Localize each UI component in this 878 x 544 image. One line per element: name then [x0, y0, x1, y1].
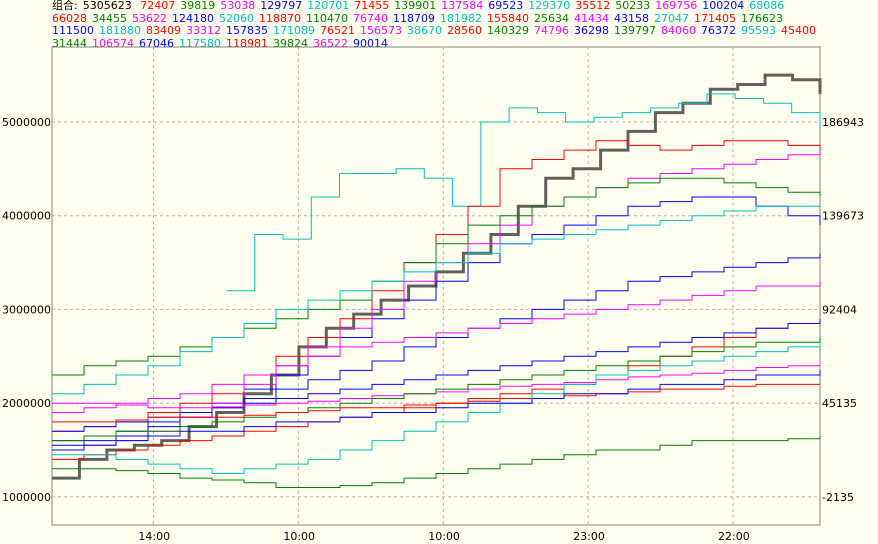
legend-value: 110470 — [306, 11, 348, 25]
legend-value: 36298 — [574, 24, 609, 38]
legend-value: 76740 — [353, 11, 388, 25]
legend-value: 139901 — [394, 0, 437, 12]
legend-value: 34455 — [92, 11, 127, 25]
legend-value: 50233 — [615, 0, 651, 12]
y-right-tick-label: 186943 — [822, 116, 864, 129]
legend-value: 118709 — [393, 11, 435, 25]
legend-value: 171089 — [273, 24, 315, 38]
legend-value: 41434 — [574, 11, 609, 25]
chart-legend: 组合: 5305623 72407 39819 53038 129797 120701 71… — [52, 0, 822, 50]
legend-value: 35512 — [575, 0, 611, 12]
legend-value: 38670 — [407, 24, 442, 38]
x-tick-label: 10:00 — [428, 530, 460, 543]
x-tick-label: 14:00 — [138, 530, 170, 543]
series-line — [52, 318, 821, 432]
legend-value: 140329 — [487, 24, 529, 38]
series-line — [52, 436, 821, 488]
y-tick-label: 4000000 — [2, 210, 51, 223]
legend-value: 27047 — [654, 11, 689, 25]
legend-value: 129797 — [260, 0, 303, 12]
legend-value: 25634 — [534, 11, 569, 25]
legend-value: 53622 — [132, 11, 167, 25]
legend-label: 组合: — [52, 0, 78, 12]
y-right-tick-label: 139673 — [822, 210, 864, 223]
x-tick-label: 22:00 — [718, 530, 750, 543]
legend-value: 100204 — [702, 0, 745, 12]
legend-value: 68086 — [749, 0, 785, 12]
legend-value: 90014 — [353, 36, 388, 50]
legend-value: 156573 — [360, 24, 402, 38]
y-tick-label: 1000000 — [2, 491, 51, 504]
legend-value: 43158 — [614, 11, 649, 25]
legend-value: 84060 — [661, 24, 696, 38]
legend-value: 95593 — [741, 24, 776, 38]
y-right-tick-label: 92404 — [822, 303, 857, 316]
legend-value: 157835 — [226, 24, 268, 38]
series-line — [226, 93, 821, 292]
legend-value: 53038 — [220, 0, 256, 12]
legend-value: 181880 — [99, 24, 141, 38]
legend-value: 71455 — [354, 0, 390, 12]
y-tick-label: 5000000 — [2, 116, 51, 129]
legend-value: 74796 — [534, 24, 569, 38]
legend-value: 76521 — [320, 24, 355, 38]
legend-value: 139797 — [614, 24, 656, 38]
series-line — [52, 177, 821, 376]
legend-value: 39819 — [180, 0, 216, 12]
legend-value: 76372 — [701, 24, 736, 38]
legend-value: 67046 — [139, 36, 174, 50]
y-right-tick-label: 45135 — [822, 397, 857, 410]
y-tick-label: 3000000 — [2, 303, 51, 316]
legend-value: 52060 — [219, 11, 254, 25]
legend-value: 28560 — [447, 24, 482, 38]
legend-value: 169756 — [655, 0, 698, 12]
legend-value: 66028 — [52, 11, 87, 25]
legend-value: 155840 — [487, 11, 529, 25]
series-line — [52, 365, 820, 409]
legend-value: 129370 — [528, 0, 571, 12]
legend-value: 120701 — [307, 0, 350, 12]
x-tick-label: 23:00 — [573, 530, 605, 543]
legend-value: 69523 — [488, 0, 524, 12]
y-right-tick-label: -2135 — [822, 491, 854, 504]
legend-value: 106574 — [92, 36, 134, 50]
legend-value: 31444 — [52, 36, 87, 50]
legend-value: 176623 — [741, 11, 783, 25]
series-line — [52, 342, 821, 474]
legend-value: 137584 — [441, 0, 484, 12]
y-tick-label: 2000000 — [2, 397, 51, 410]
legend-value: 83409 — [146, 24, 181, 38]
legend-value: 181982 — [440, 11, 482, 25]
legend-value: 39824 — [273, 36, 308, 50]
legend-value: 118981 — [226, 36, 268, 50]
series-line — [52, 281, 821, 413]
legend-value: 36522 — [313, 36, 348, 50]
series-line — [52, 205, 820, 395]
legend-value: 124180 — [172, 11, 214, 25]
legend-value: 33312 — [186, 24, 221, 38]
legend-value: 72407 — [140, 0, 176, 12]
series-line — [52, 370, 821, 446]
series-line — [52, 383, 820, 423]
x-tick-label: 10:00 — [283, 530, 315, 543]
legend-total: 5305623 — [82, 0, 132, 12]
legend-value: 111500 — [52, 24, 94, 38]
legend-value: 118870 — [259, 11, 301, 25]
series-line — [52, 337, 821, 442]
legend-value: 117580 — [179, 36, 221, 50]
legend-value: 171405 — [694, 11, 736, 25]
legend-value: 45400 — [781, 24, 816, 38]
